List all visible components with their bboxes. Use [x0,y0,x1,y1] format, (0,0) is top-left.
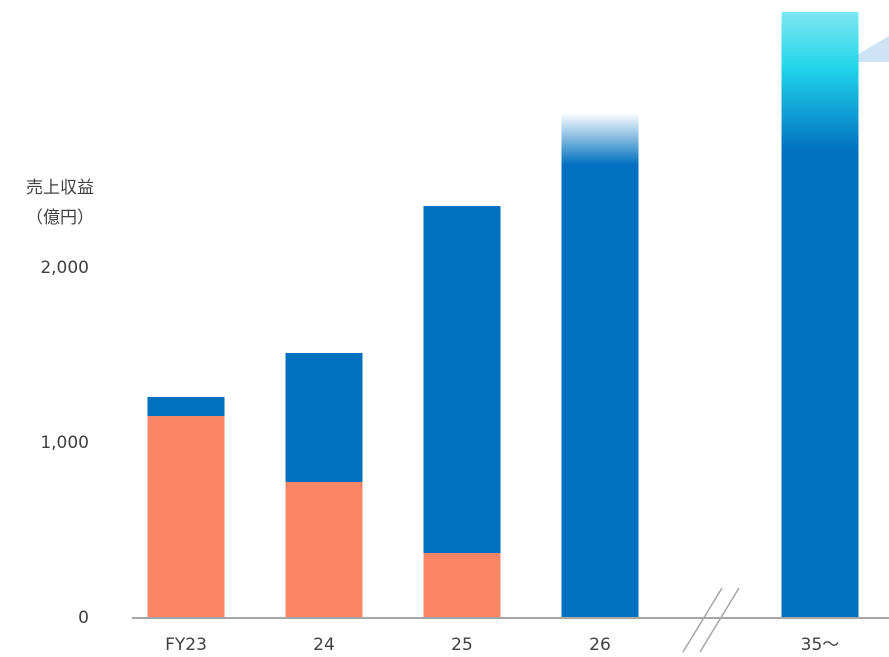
y-tick-label: 0 [78,608,89,628]
bar [147,416,225,618]
bar [423,553,501,618]
y-axis-label: 売上収益 [26,178,94,198]
bar [423,206,501,554]
x-tick-label: 26 [589,635,611,655]
x-tick-label: 24 [313,635,335,655]
bar [561,112,639,618]
bar [285,482,363,618]
bar [147,396,225,417]
bar [285,353,363,483]
bar [781,11,859,619]
y-axis-label: （億円） [26,208,94,228]
x-tick-label: 35～ [801,635,840,655]
y-tick-label: 1,000 [40,433,89,453]
plot [147,11,859,619]
x-tick-label: FY23 [165,635,207,655]
axis-break [682,587,740,653]
y-tick-label: 2,000 [40,258,89,278]
x-tick-label: 25 [451,635,473,655]
